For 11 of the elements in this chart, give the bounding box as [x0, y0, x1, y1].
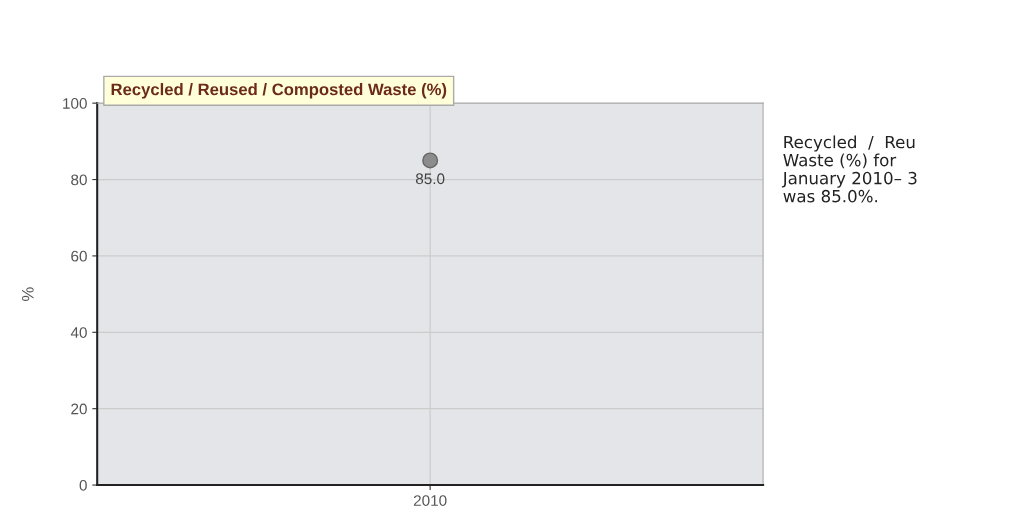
y-tick-label: 40 [70, 327, 87, 338]
text: 85.0 [415, 173, 445, 185]
text: Recycled / Reu Waste (%) for January 2010– 3 was 85.0%. [781, 135, 917, 203]
y-axis-title: % [21, 287, 34, 301]
y-tick-label: 60 [71, 250, 87, 262]
y-tick-label: 0 [79, 479, 87, 491]
y-tick-label: 80 [71, 174, 87, 186]
y-tick-label: 20 [71, 403, 87, 415]
y-tick-label: 100 [63, 98, 87, 109]
chart-title: Recycled / Reused / Composted Waste (%) [111, 83, 447, 99]
x-tick-label: 2010 [413, 495, 447, 506]
